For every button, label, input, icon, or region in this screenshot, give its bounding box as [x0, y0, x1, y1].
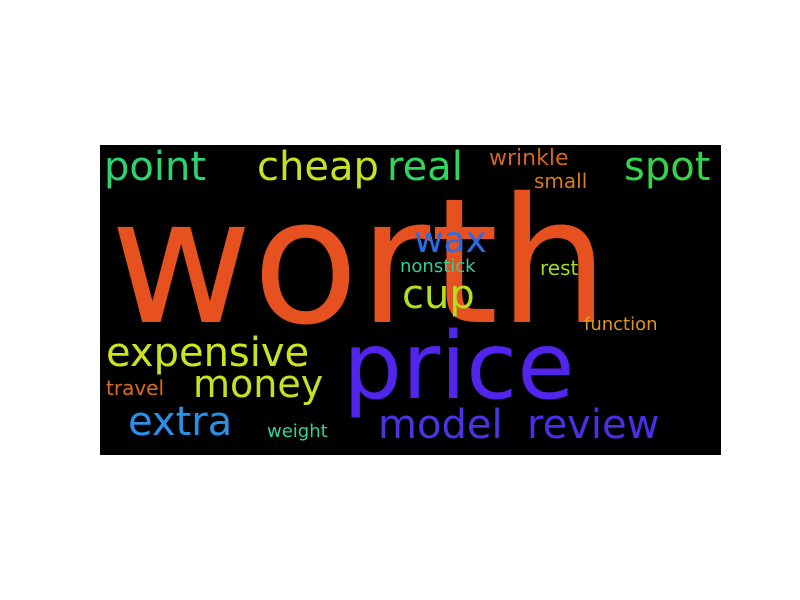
word-cheap: cheap [257, 145, 379, 190]
word-review: review [527, 402, 660, 448]
word-price: price [343, 312, 575, 420]
word-wax: wax [414, 220, 487, 261]
word-point: point [104, 145, 207, 190]
word-cup: cup [402, 272, 475, 318]
word-small: small [534, 169, 588, 193]
word-expensive: expensive [106, 330, 310, 376]
word-extra: extra [128, 399, 233, 445]
word-cloud: worth price point cheap real wrinkle sma… [100, 145, 721, 455]
word-money: money [193, 362, 324, 406]
word-worth: worth [110, 161, 609, 364]
word-function: function [584, 314, 658, 335]
word-rest: rest [540, 256, 579, 280]
word-travel: travel [106, 376, 165, 400]
word-wrinkle: wrinkle [489, 146, 569, 171]
word-model: model [378, 402, 503, 448]
word-spot: spot [624, 145, 711, 190]
word-weight: weight [267, 421, 328, 442]
word-nonstick: nonstick [400, 256, 476, 277]
word-real: real [387, 145, 463, 190]
